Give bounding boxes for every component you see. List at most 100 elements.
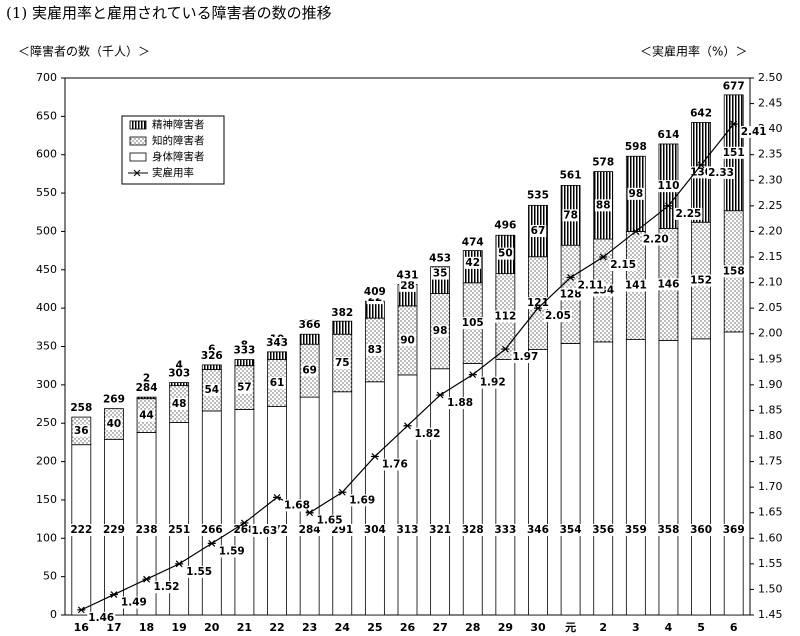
total-label: 598 <box>625 141 647 153</box>
total-label: 326 <box>201 350 223 362</box>
bar-segment <box>234 409 255 616</box>
label-bg <box>478 376 507 389</box>
label-bg <box>399 334 416 347</box>
value-label: 90 <box>400 334 415 346</box>
label-bg <box>460 236 485 249</box>
y-tick-label: 50 <box>43 570 57 583</box>
total-label: 258 <box>70 402 92 414</box>
rate-label: 2.15 <box>610 259 636 271</box>
label-bg <box>101 393 126 406</box>
y-axis-label: ＜障害者の数（千人）＞ <box>18 44 150 59</box>
legend-swatch <box>129 136 147 146</box>
label-bg <box>330 306 355 319</box>
label-bg <box>366 343 384 356</box>
label-bg <box>656 278 681 291</box>
value-label: 40 <box>107 418 122 430</box>
value-label: 313 <box>397 524 419 536</box>
legend-swatch <box>129 120 147 130</box>
y2-tick-label: 1.65 <box>758 506 783 519</box>
value-label: 146 <box>657 278 679 290</box>
rate-marker <box>697 161 706 169</box>
label-bg <box>623 141 648 154</box>
total-label: 303 <box>168 368 190 380</box>
y-tick-label: 250 <box>36 416 57 429</box>
rate-marker <box>403 422 412 430</box>
y-tick-label: 550 <box>36 186 57 199</box>
rate-label: 1.63 <box>251 525 277 537</box>
value-label: 48 <box>172 398 187 410</box>
label-bg <box>558 524 583 536</box>
x-tick-label: 元 <box>565 621 576 634</box>
y2-tick-label: 2.35 <box>758 148 783 161</box>
y2-tick-label: 2.25 <box>758 199 783 212</box>
rate-marker <box>142 575 151 583</box>
y2-tick-label: 1.75 <box>758 455 783 468</box>
label-bg <box>609 259 638 271</box>
value-label: 88 <box>596 199 611 211</box>
value-label: 359 <box>625 524 647 536</box>
value-label: 360 <box>690 524 712 536</box>
y2-tick-label: 1.80 <box>758 429 783 442</box>
rate-label: 2.41 <box>741 126 767 138</box>
x-tick-label: 2 <box>599 621 607 634</box>
x-tick-label: 28 <box>465 621 480 634</box>
value-label: 229 <box>103 524 125 536</box>
y2-tick-label: 1.55 <box>758 557 783 570</box>
total-label: 409 <box>364 286 386 298</box>
bar-segment <box>136 396 157 400</box>
value-label: 28 <box>400 280 415 292</box>
label-bg <box>152 581 181 594</box>
total-label: 453 <box>429 252 451 264</box>
bar-segment <box>691 338 711 616</box>
value-label: 69 <box>302 365 317 377</box>
total-label: 578 <box>592 157 614 169</box>
x-tick-label: 16 <box>74 621 90 634</box>
label-bg <box>721 80 746 93</box>
label-bg <box>167 367 192 380</box>
y2-tick-label: 2.15 <box>758 250 783 263</box>
rate-label: 2.20 <box>643 233 669 245</box>
rate-label: 2.33 <box>708 167 734 179</box>
label-bg <box>431 325 449 338</box>
value-label: 35 <box>433 268 448 280</box>
rate-marker <box>273 493 282 501</box>
label-bg <box>380 458 409 471</box>
label-bg <box>493 524 518 536</box>
x-tick-label: 18 <box>139 621 154 634</box>
value-label: 121 <box>527 297 549 309</box>
x-tick-label: 4 <box>665 621 673 634</box>
label-bg <box>591 524 616 536</box>
rate-label: 1.49 <box>121 597 147 609</box>
x-tick-label: 3 <box>632 621 640 634</box>
value-label: 141 <box>625 280 647 292</box>
bar-segment <box>625 339 646 616</box>
rate-label: 1.55 <box>186 566 212 578</box>
label-bg <box>594 199 612 212</box>
total-label: 431 <box>397 269 419 281</box>
value-label: 333 <box>494 524 516 536</box>
label-bg <box>69 524 94 536</box>
label-bg <box>739 126 768 139</box>
value-label: 83 <box>368 344 383 356</box>
label-bg <box>721 265 746 278</box>
label-bg <box>558 169 583 182</box>
value-label: 2 <box>143 373 150 385</box>
total-label: 496 <box>494 219 516 231</box>
label-bg <box>529 225 547 238</box>
value-label: 358 <box>657 524 679 536</box>
label-bg <box>330 524 355 536</box>
label-bg <box>301 364 318 377</box>
x-tick-label: 20 <box>204 621 220 634</box>
legend-swatch <box>129 152 147 162</box>
value-label: 356 <box>592 524 614 536</box>
value-label: 321 <box>429 524 451 536</box>
y2-tick-label: 1.85 <box>758 403 783 416</box>
label-bg <box>348 494 377 507</box>
rate-marker <box>468 371 477 379</box>
rate-marker <box>77 606 86 614</box>
value-label: 98 <box>433 325 448 337</box>
x-tick-label: 19 <box>172 621 187 634</box>
label-bg <box>497 247 514 260</box>
rate-marker <box>207 539 216 547</box>
